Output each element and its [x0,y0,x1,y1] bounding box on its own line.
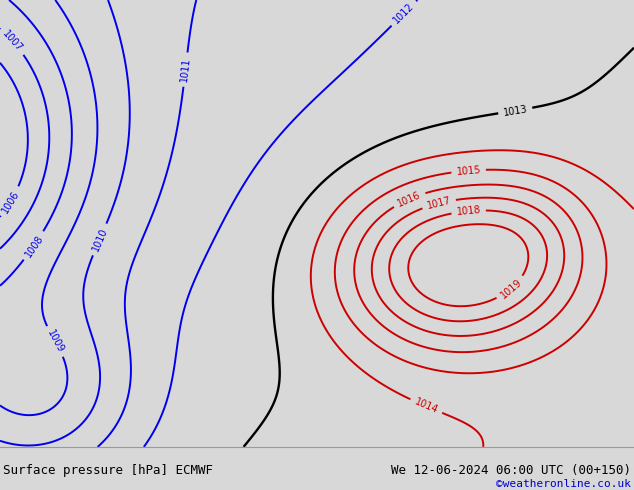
Text: We 12-06-2024 06:00 UTC (00+150): We 12-06-2024 06:00 UTC (00+150) [391,464,631,477]
Text: Surface pressure [hPa] ECMWF: Surface pressure [hPa] ECMWF [3,464,213,477]
Text: 1006: 1006 [0,189,21,215]
Text: 1019: 1019 [498,277,524,300]
Text: 1018: 1018 [456,205,481,217]
Text: ©weatheronline.co.uk: ©weatheronline.co.uk [496,479,631,489]
Text: 1014: 1014 [413,397,439,416]
Text: 1013: 1013 [502,104,528,118]
Text: 1008: 1008 [23,233,45,259]
Text: 1011: 1011 [179,57,192,82]
Text: 1010: 1010 [90,226,109,253]
Text: 1009: 1009 [45,328,65,354]
Text: 1015: 1015 [456,165,481,177]
Text: 1012: 1012 [392,1,416,25]
Text: 1017: 1017 [426,196,452,211]
Text: 1007: 1007 [1,29,25,54]
Text: 1016: 1016 [396,190,422,209]
